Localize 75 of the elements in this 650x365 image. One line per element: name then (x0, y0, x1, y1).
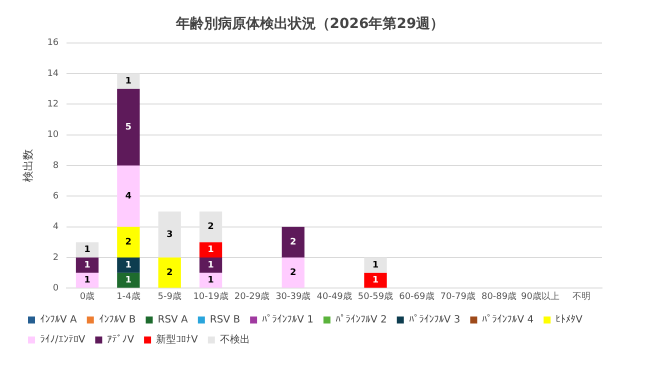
bar (117, 166, 140, 227)
legend-label: ﾊﾟﾗｲﾝﾌﾙV 4 (482, 314, 534, 326)
data-label: 2 (290, 238, 296, 248)
x-tick-label: 30-39歳 (276, 290, 311, 302)
data-label: 1 (208, 260, 214, 271)
data-label: 4 (125, 192, 132, 202)
data-label: 2 (125, 238, 132, 248)
data-label: 1 (125, 276, 132, 286)
x-tick-label: 50-59歳 (358, 290, 394, 302)
legend-label: ｲﾝﾌﾙV B (98, 314, 136, 326)
y-tick-label: 4 (52, 222, 59, 232)
bar (117, 258, 140, 273)
legend-label: RSV A (158, 314, 188, 326)
bar (199, 272, 222, 288)
bar (76, 258, 99, 273)
x-tick-label: 10-19歳 (193, 290, 228, 302)
data-label: 1 (84, 245, 90, 256)
bar (76, 242, 99, 258)
x-tick-label: 40-49歳 (316, 290, 352, 302)
data-label: 3 (166, 230, 173, 240)
data-label: 1 (208, 245, 214, 256)
data-label: 5 (125, 122, 132, 132)
bar (282, 226, 304, 258)
data-label: 1 (125, 76, 132, 86)
bar (117, 226, 140, 258)
data-label: 1 (372, 260, 379, 271)
x-tick-label: 不明 (572, 290, 590, 302)
y-tick-label: 2 (52, 252, 59, 263)
bar (364, 272, 387, 288)
bar (199, 242, 222, 258)
data-label: 1 (84, 260, 90, 271)
data-label: 1 (208, 276, 214, 286)
x-tick-label: 0歳 (80, 290, 95, 302)
bar (117, 73, 140, 89)
bar (199, 258, 222, 273)
x-tick-label: 80-89歳 (481, 290, 517, 302)
y-tick-label: 14 (47, 68, 59, 79)
bar (158, 258, 181, 288)
legend-label: 新型ｺﾛﾅV (156, 334, 198, 346)
legend-label: ﾊﾟﾗｲﾝﾌﾙV 1 (262, 314, 314, 326)
legend-label: ｲﾝﾌﾙV A (40, 314, 78, 326)
chart-title: 年齢別病原体検出状況（2026年第29週） (174, 15, 444, 32)
data-label: 2 (290, 268, 296, 278)
x-tick-label: 70-79歳 (440, 290, 476, 302)
x-tick-label: 20-29歳 (234, 290, 270, 302)
y-tick-label: 16 (47, 38, 59, 48)
bar (117, 88, 140, 166)
bar (364, 258, 387, 273)
bar (282, 258, 304, 288)
legend-label: ﾊﾟﾗｲﾝﾌﾙV 3 (408, 314, 460, 326)
x-tick-label: 90歳以上 (521, 290, 560, 302)
bar (199, 212, 222, 242)
bar (158, 212, 181, 258)
legend-label: ﾗｲﾉ/ｴﾝﾃﾛV (40, 334, 86, 346)
y-tick-label: 8 (52, 160, 59, 171)
data-label: 2 (166, 268, 173, 278)
data-label: 1 (372, 276, 379, 286)
y-tick-label: 10 (47, 130, 59, 140)
bar (117, 272, 140, 288)
data-label: 1 (125, 260, 132, 271)
y-tick-label: 12 (47, 99, 59, 110)
legend-label: ﾋﾄﾒﾀV (556, 314, 583, 326)
legend-label: ｱﾃﾞﾉV (107, 334, 134, 346)
data-label: 2 (208, 222, 214, 232)
y-tick-label: 6 (52, 192, 59, 202)
bar (76, 272, 99, 288)
legend-label: ﾊﾟﾗｲﾝﾌﾙV 2 (335, 314, 387, 326)
data-label: 1 (84, 276, 90, 286)
legend-label: 不検出 (220, 334, 250, 346)
y-axis-title: 検出数 (21, 149, 34, 182)
x-tick-label: 5-9歳 (158, 290, 182, 302)
y-tick-label: 0 (52, 284, 59, 294)
legend-label: RSV B (210, 314, 240, 326)
x-tick-label: 1-4歳 (116, 290, 140, 302)
x-tick-label: 60-69歳 (399, 290, 434, 302)
